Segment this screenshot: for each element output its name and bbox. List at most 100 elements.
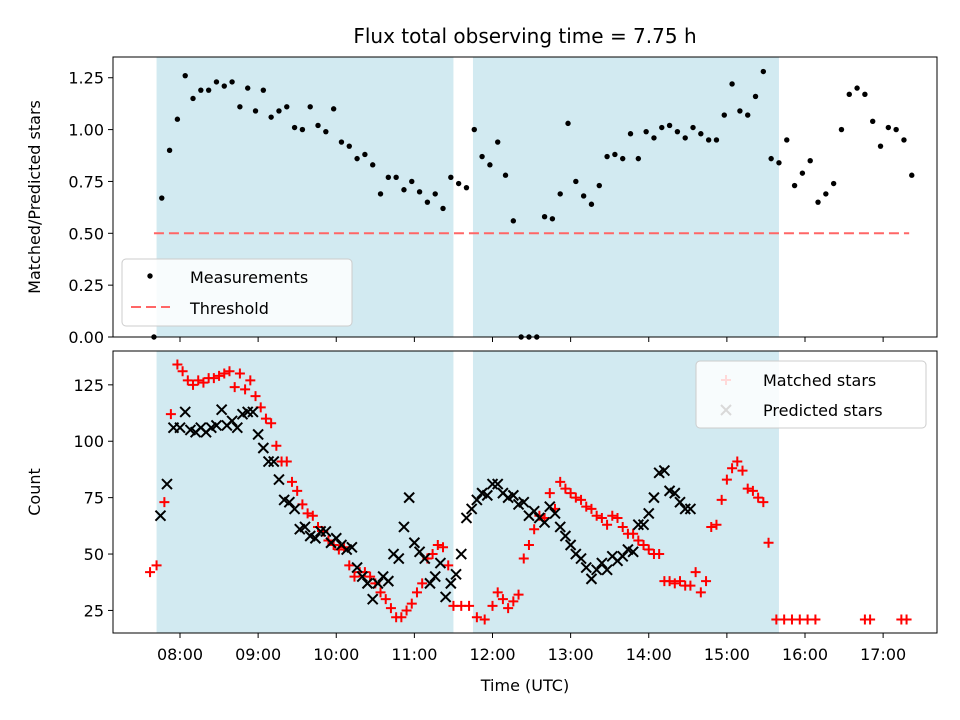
- measurement-point: [643, 128, 649, 135]
- matched-star-point: [523, 540, 534, 551]
- measurement-point: [659, 124, 665, 131]
- measurement-point: [252, 108, 259, 114]
- x-tick-label: 15:00: [704, 645, 750, 664]
- measurement-point: [205, 87, 212, 93]
- matched-star-point: [145, 567, 156, 578]
- measurement-point: [674, 128, 681, 135]
- measurement-point: [190, 95, 196, 102]
- measurement-point: [393, 174, 399, 180]
- matched-star-point: [182, 375, 193, 386]
- x-tick-label: 16:00: [782, 645, 828, 664]
- measurement-point: [838, 126, 845, 133]
- matched-star-point: [518, 553, 529, 564]
- data-marks-layer: [145, 68, 915, 625]
- predicted-star-point: [356, 570, 368, 583]
- predicted-star-point: [161, 478, 173, 490]
- y-tick-label: 25: [84, 601, 104, 620]
- predicted-star-point: [471, 494, 483, 506]
- measurement-point: [596, 182, 602, 189]
- predicted-star-point: [585, 573, 598, 585]
- y-tick-label: 0.50: [68, 224, 104, 243]
- measurement-point: [471, 126, 477, 133]
- predicted-star-point: [648, 491, 660, 504]
- predicted-star-point: [455, 548, 467, 560]
- measurement-point: [877, 143, 884, 149]
- matched-star-point: [302, 508, 313, 519]
- matched-star-point: [385, 603, 396, 614]
- matched-star-point: [628, 528, 639, 539]
- matched-star-point: [214, 370, 225, 381]
- y-tick-label: 0.75: [68, 172, 104, 191]
- predicted-star-point: [283, 496, 296, 508]
- matched-star-point: [307, 510, 318, 521]
- measurement-point: [541, 214, 548, 220]
- legend-label-threshold: Threshold: [189, 299, 269, 318]
- legend-label-measurements: Measurements: [190, 268, 308, 287]
- matched-star-point: [675, 576, 685, 587]
- measurement-point: [377, 191, 384, 197]
- measurement-point: [854, 85, 860, 91]
- measurement-point: [416, 189, 423, 195]
- measurement-point: [784, 137, 790, 143]
- matched-star-point: [638, 540, 649, 551]
- matched-star-point: [617, 521, 628, 532]
- matched-star-point: [901, 614, 912, 625]
- matched-star-point: [208, 373, 219, 384]
- measurement-point: [237, 104, 243, 110]
- predicted-star-point: [637, 519, 650, 531]
- measurement-point: [284, 104, 290, 110]
- y-axis-label: Matched/Predicted stars: [25, 100, 44, 294]
- predicted-star-point: [372, 577, 384, 590]
- matched-star-point: [193, 375, 204, 386]
- predicted-star-point: [674, 496, 686, 508]
- legend-layer: Measurements Threshold Matched stars Predic…: [121, 258, 927, 429]
- measurement-point: [737, 108, 743, 114]
- matched-star-point: [753, 492, 764, 503]
- matched-star-point: [159, 497, 170, 508]
- x-tick-label: 14:00: [626, 645, 672, 664]
- matched-star-point: [471, 612, 482, 623]
- measurement-point: [432, 191, 438, 197]
- measurement-point: [424, 199, 431, 205]
- measurement-point: [885, 124, 892, 131]
- measurement-point: [909, 172, 915, 178]
- measurement-point: [604, 153, 610, 160]
- measurement-point: [174, 116, 181, 122]
- measurement-point: [448, 174, 454, 180]
- measurement-point: [354, 155, 360, 162]
- measurement-point: [745, 112, 751, 118]
- matched-star-point: [250, 391, 261, 402]
- measurement-point: [455, 180, 462, 187]
- matched-star-point: [758, 497, 769, 508]
- measurement-point: [565, 120, 571, 127]
- measurement-point: [612, 151, 618, 158]
- matched-star-point: [172, 359, 183, 370]
- predicted-star-point: [596, 557, 608, 569]
- matched-star-point: [165, 409, 176, 420]
- matched-star-point: [492, 587, 503, 598]
- matched-star-point: [151, 560, 162, 571]
- measurement-point: [526, 334, 532, 340]
- measurement-point: [245, 85, 251, 91]
- y-tick-label: 1.25: [68, 69, 104, 88]
- measurement-point: [799, 170, 806, 176]
- matched-star-point: [219, 368, 230, 379]
- matched-star-point: [464, 600, 475, 611]
- predicted-star-point: [419, 552, 431, 565]
- predicted-star-point: [226, 415, 238, 427]
- matched-star-point: [685, 580, 696, 591]
- measurement-point: [651, 135, 657, 141]
- predicted-star-point: [403, 491, 415, 504]
- y-tick-label: 125: [73, 376, 104, 395]
- matched-star-point: [497, 594, 508, 605]
- measurement-point: [635, 155, 642, 162]
- predicted-star-point: [408, 537, 421, 549]
- predicted-star-point: [252, 428, 264, 441]
- measurement-point: [620, 155, 626, 162]
- x-tick-label: 10:00: [313, 645, 359, 664]
- predicted-star-point: [549, 507, 561, 520]
- legend-marker-measurements: [147, 273, 153, 279]
- matched-star-point: [286, 476, 297, 487]
- matched-star-point: [281, 456, 292, 467]
- matched-star-point: [591, 510, 602, 521]
